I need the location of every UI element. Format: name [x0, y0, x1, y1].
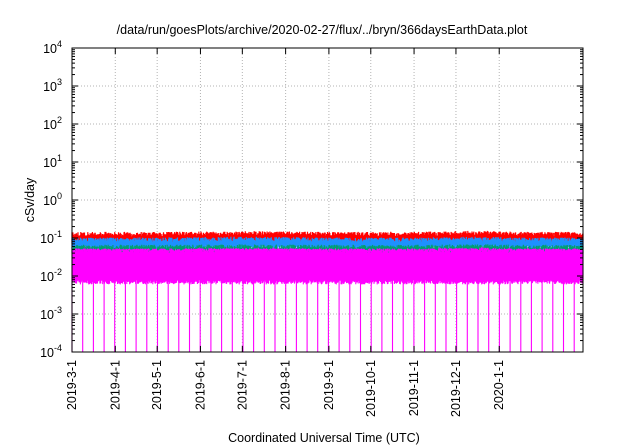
y-tick-exponent: -3: [54, 305, 62, 315]
y-tick-exponent: 2: [57, 115, 62, 125]
y-tick-exponent: 3: [57, 77, 62, 87]
y-tick-exponent: 0: [57, 191, 62, 201]
x-tick-label: 2019-9-1: [322, 360, 336, 410]
chart-title: /data/run/goesPlots/archive/2020-02-27/f…: [117, 23, 528, 37]
y-tick-exponent: -1: [54, 229, 62, 239]
x-tick-label: 2019-4-1: [108, 360, 122, 410]
series-magenta-line: [71, 246, 584, 255]
x-tick-label: 2019-12-1: [449, 360, 463, 417]
x-tick-label: 2019-11-1: [407, 360, 421, 416]
x-tick-label: 2019-8-1: [279, 360, 293, 410]
x-axis-label: Coordinated Universal Time (UTC): [228, 431, 420, 445]
x-tick-label: 2019-6-1: [193, 360, 207, 410]
x-tick-label: 2020-1-1: [492, 360, 506, 410]
x-tick-label: 2019-3-1: [65, 360, 79, 410]
x-tick-label: 2019-7-1: [235, 360, 249, 410]
x-tick-label: 2019-10-1: [364, 360, 378, 417]
x-tick-label: 2019-5-1: [150, 360, 164, 410]
y-tick-exponent: -4: [54, 343, 62, 353]
y-tick-exponent: 4: [57, 39, 62, 49]
y-tick-exponent: -2: [54, 267, 62, 277]
y-tick-exponent: 1: [57, 153, 62, 163]
y-axis-label: cSv/day: [23, 177, 37, 222]
